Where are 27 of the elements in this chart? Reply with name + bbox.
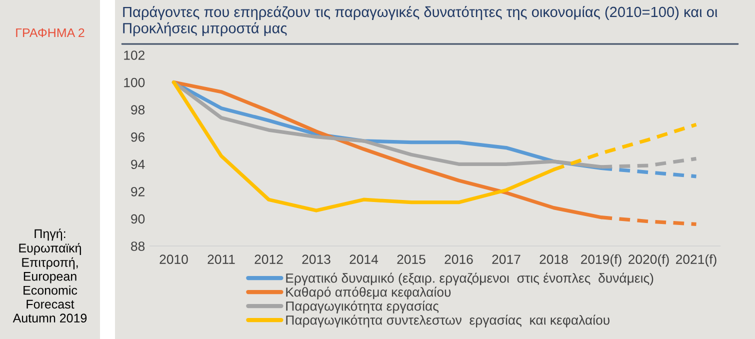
x-tick-label: 2020(f)	[628, 254, 669, 267]
legend-label: Παραγωγικότητα εργασίας	[286, 300, 439, 314]
x-tick-label: 2019(f)	[581, 254, 622, 267]
text: Πηγή: Ευρωπαϊκή Επιτροπή, European Economic Forecast Autumn 2019	[12, 228, 87, 323]
legend-label: Παραγωγικότητα συντελεστων εργασίας και κεφαλαίου	[286, 314, 610, 328]
y-tick-label: 102	[124, 50, 144, 60]
x-tick-label: 2017	[492, 254, 520, 264]
y-tick-label: 88	[131, 242, 145, 251]
y-tick-label: 98	[131, 105, 145, 114]
x-tick-label: 2012	[254, 254, 283, 264]
x-tick-label: 2014	[350, 254, 378, 264]
x-tick-label: 2021(f)	[676, 254, 716, 267]
legend-label: Καθαρό απόθεμα κεφαλαίου	[286, 286, 451, 300]
legend-label: Εργατικό δυναμικό (εξαιρ. εργαζόμενοι στις ένοπλες δυνάμεις)	[286, 272, 654, 286]
y-tick-label: 100	[124, 78, 145, 88]
x-tick-label: 2011	[208, 254, 235, 264]
chart-title: Παράγοντες που επηρεάζουν τις παραγωγικές δυνατότητες της οικονομίας (2010=100) και οι Προκλήσεις μπροστά μας	[123, 6, 718, 36]
x-tick-label: 2013	[302, 254, 330, 264]
x-tick-label: 2018	[540, 254, 568, 264]
y-tick-label: 94	[131, 160, 145, 170]
x-tick-label: 2016	[444, 254, 473, 264]
y-tick-label: 96	[131, 132, 145, 142]
x-tick-label: 2015	[397, 254, 426, 264]
y-tick-label: 90	[131, 214, 145, 224]
y-tick-label: 92	[131, 186, 144, 196]
x-tick-label: 2010	[160, 254, 188, 264]
text: ΓΡΑΦΗΜΑ 2	[16, 28, 84, 38]
